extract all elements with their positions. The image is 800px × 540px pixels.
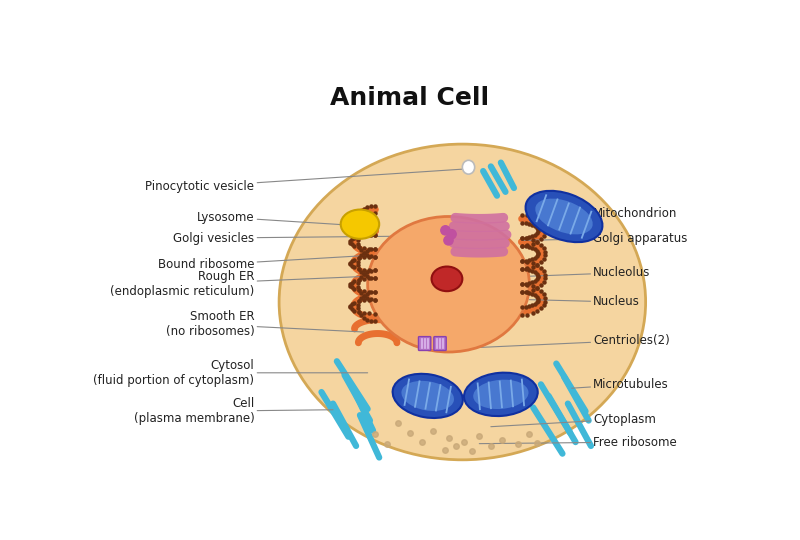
Text: Centrioles(2): Centrioles(2) xyxy=(464,334,670,348)
Text: Golgi apparatus: Golgi apparatus xyxy=(522,232,688,245)
Text: Nucleolus: Nucleolus xyxy=(460,266,650,279)
Text: Microtubules: Microtubules xyxy=(572,378,669,391)
Ellipse shape xyxy=(474,380,529,409)
Ellipse shape xyxy=(368,217,530,352)
Text: Cytosol
(fluid portion of cytoplasm): Cytosol (fluid portion of cytoplasm) xyxy=(94,359,368,387)
Text: Free ribosome: Free ribosome xyxy=(479,436,677,449)
Text: Smooth ER
(no ribosomes): Smooth ER (no ribosomes) xyxy=(166,310,364,338)
Text: Cell
(plasma membrane): Cell (plasma membrane) xyxy=(134,397,333,426)
FancyBboxPatch shape xyxy=(434,336,446,350)
Circle shape xyxy=(441,226,450,235)
Text: Mitochondrion: Mitochondrion xyxy=(583,207,678,220)
Text: Golgi vesicles: Golgi vesicles xyxy=(174,232,449,245)
Ellipse shape xyxy=(393,374,462,418)
Text: Nucleus: Nucleus xyxy=(530,295,640,308)
Text: Animal Cell: Animal Cell xyxy=(330,86,490,110)
Text: Rough ER
(endoplasmic reticulum): Rough ER (endoplasmic reticulum) xyxy=(110,270,362,298)
Ellipse shape xyxy=(279,144,646,460)
Text: Lysosome: Lysosome xyxy=(197,211,347,225)
Circle shape xyxy=(444,236,453,245)
Ellipse shape xyxy=(462,160,474,174)
Text: Cytoplasm: Cytoplasm xyxy=(491,413,656,427)
Ellipse shape xyxy=(535,199,593,234)
Text: Bound ribosome: Bound ribosome xyxy=(158,256,362,272)
Text: Pinocytotic vesicle: Pinocytotic vesicle xyxy=(146,168,469,193)
Ellipse shape xyxy=(402,381,454,411)
Circle shape xyxy=(447,230,456,239)
FancyBboxPatch shape xyxy=(418,336,430,350)
Ellipse shape xyxy=(431,267,462,291)
Ellipse shape xyxy=(526,191,602,242)
Ellipse shape xyxy=(341,210,379,239)
Ellipse shape xyxy=(464,373,538,416)
